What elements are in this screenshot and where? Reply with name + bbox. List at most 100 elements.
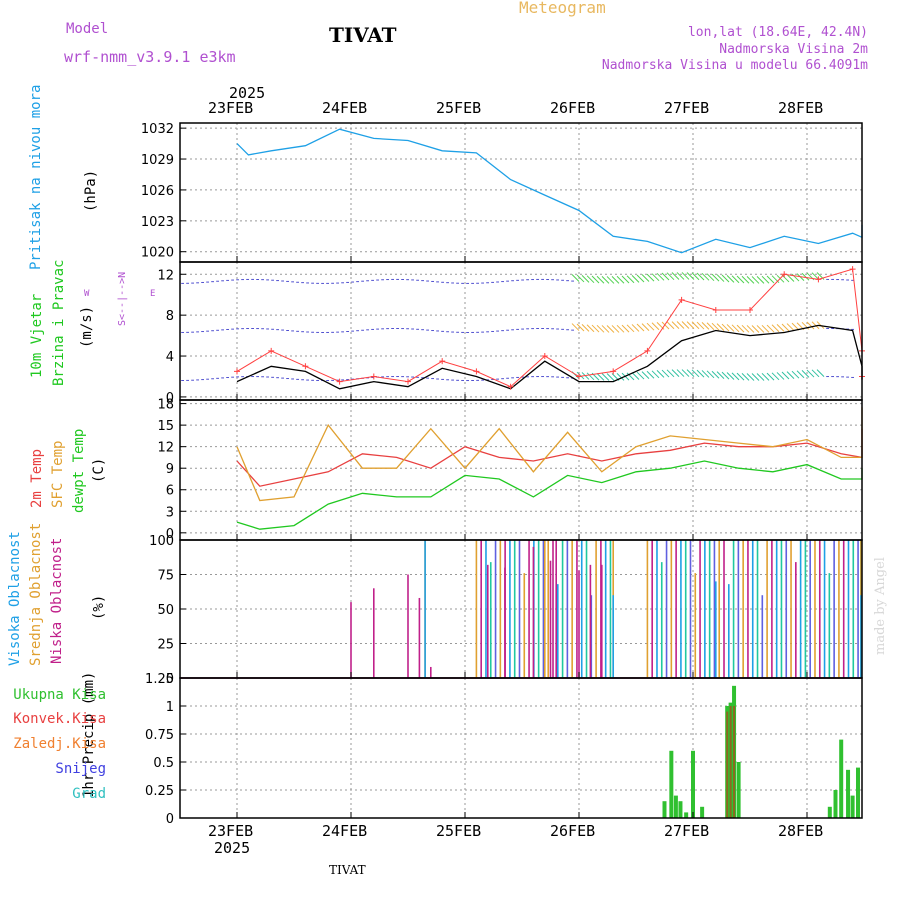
y-tick-label: 0 (166, 527, 174, 542)
wind-barb (791, 370, 800, 379)
wind-barb (801, 272, 810, 281)
wind-gust-marker (815, 276, 822, 283)
y-tick-label: 0 (166, 812, 174, 827)
top-date-0: 23FEB (208, 99, 254, 117)
altitude-label: Nadmorska Visina 2m (719, 42, 868, 57)
wind-barb (721, 371, 730, 380)
wind-barb (686, 369, 695, 377)
wind-barb (671, 272, 680, 280)
meteogram-title: Meteogram (519, 0, 606, 17)
wind-barb (746, 373, 755, 381)
y-tick-label: 75 (157, 569, 174, 584)
legend-hail: Grad (72, 786, 106, 802)
wind-barb (676, 321, 685, 329)
wind-barb (671, 321, 680, 329)
wind-barb (641, 323, 650, 331)
wind-barb (681, 272, 690, 280)
wind-gust-marker (336, 378, 343, 385)
wind-gust-marker (234, 368, 240, 375)
wind-gust-marker (576, 373, 582, 380)
wind-barb (766, 372, 775, 381)
bottom-year: 2025 (214, 839, 251, 857)
precip-total-bar (736, 762, 741, 818)
wind-barb (776, 324, 785, 332)
precip-total-bar (691, 750, 695, 818)
wind-barb (681, 369, 690, 377)
wind-barb (611, 325, 620, 333)
precip-total-bar (856, 812, 860, 818)
wind-barb (741, 324, 750, 333)
wind-barb (721, 323, 730, 332)
y-tick-label: 1023 (141, 215, 174, 230)
bottom-date-0: 23FEB (208, 822, 254, 840)
wind-barb (696, 272, 705, 281)
pressure-line (236, 128, 863, 254)
wind-barb (731, 275, 740, 284)
wind-barb (726, 324, 735, 332)
wind-gust-marker (747, 307, 753, 314)
wind-barb (701, 272, 710, 281)
wind-barb (701, 322, 710, 330)
wind-barb (761, 372, 770, 381)
precip-total-bar (850, 795, 855, 818)
wind-barb (601, 373, 610, 381)
precip-total-bar (700, 806, 705, 818)
wind-barb (726, 275, 735, 283)
wind-barb (636, 274, 645, 283)
wind-barb (716, 323, 725, 331)
wind-gust-marker (678, 296, 685, 303)
wind-barb (606, 276, 615, 284)
wind-barb (786, 371, 795, 379)
wind-barb (636, 371, 645, 380)
wind-barb (631, 324, 640, 332)
wind-barb (711, 322, 720, 331)
wind-barb (616, 373, 625, 381)
wind-gust-marker (439, 358, 446, 365)
bottom-date-1: 24FEB (322, 822, 368, 840)
wind-barb (686, 321, 695, 329)
wind-barb (636, 323, 645, 332)
top-date-1: 24FEB (322, 99, 368, 117)
wind-barb (626, 372, 635, 381)
wind-barb (601, 325, 610, 333)
wind-barb (711, 370, 720, 379)
wind-barb (661, 272, 670, 281)
wind-gust-marker (541, 353, 548, 360)
wind-barb (761, 275, 770, 284)
top-date-4: 27FEB (664, 99, 710, 117)
wind-barb (666, 272, 675, 281)
wind-barb (626, 275, 635, 284)
precip-total-bar (839, 739, 844, 818)
wind-barb (796, 370, 805, 379)
top-date-2: 25FEB (436, 99, 482, 117)
precip-total-bar (856, 784, 860, 818)
wind-barb (671, 369, 680, 377)
wind-gust-marker (507, 383, 514, 390)
wind-barb (756, 276, 765, 284)
wind-barb (716, 274, 725, 282)
y-tick-label: 1020 (141, 246, 174, 261)
wind-gust-marker (644, 347, 651, 354)
wind-gust-marker (268, 347, 275, 354)
y-tick-label: 0 (166, 391, 174, 406)
panel-frame (179, 261, 863, 401)
wind-gust-line (236, 268, 863, 388)
legend-total-rain: Ukupna Kisa (13, 687, 106, 703)
wind-barb (656, 272, 665, 281)
wind-barb (806, 321, 815, 330)
wind-barb (686, 272, 695, 280)
y-tick-label: 4 (166, 350, 174, 365)
bottom-date-2: 25FEB (436, 822, 482, 840)
wind-barb (621, 324, 630, 333)
wind-gust-marker (370, 373, 377, 380)
wind-barb (601, 276, 610, 284)
wind-barb (651, 273, 660, 282)
wind-speed-line (236, 324, 863, 390)
wind-barb (586, 324, 595, 333)
y-tick-label: 1029 (141, 153, 174, 168)
precip-conv-bar (729, 706, 732, 818)
wind-barb (706, 322, 715, 331)
wind-compass-e: E (150, 289, 156, 299)
wind-barb (771, 324, 780, 333)
wind-barb (666, 369, 675, 378)
